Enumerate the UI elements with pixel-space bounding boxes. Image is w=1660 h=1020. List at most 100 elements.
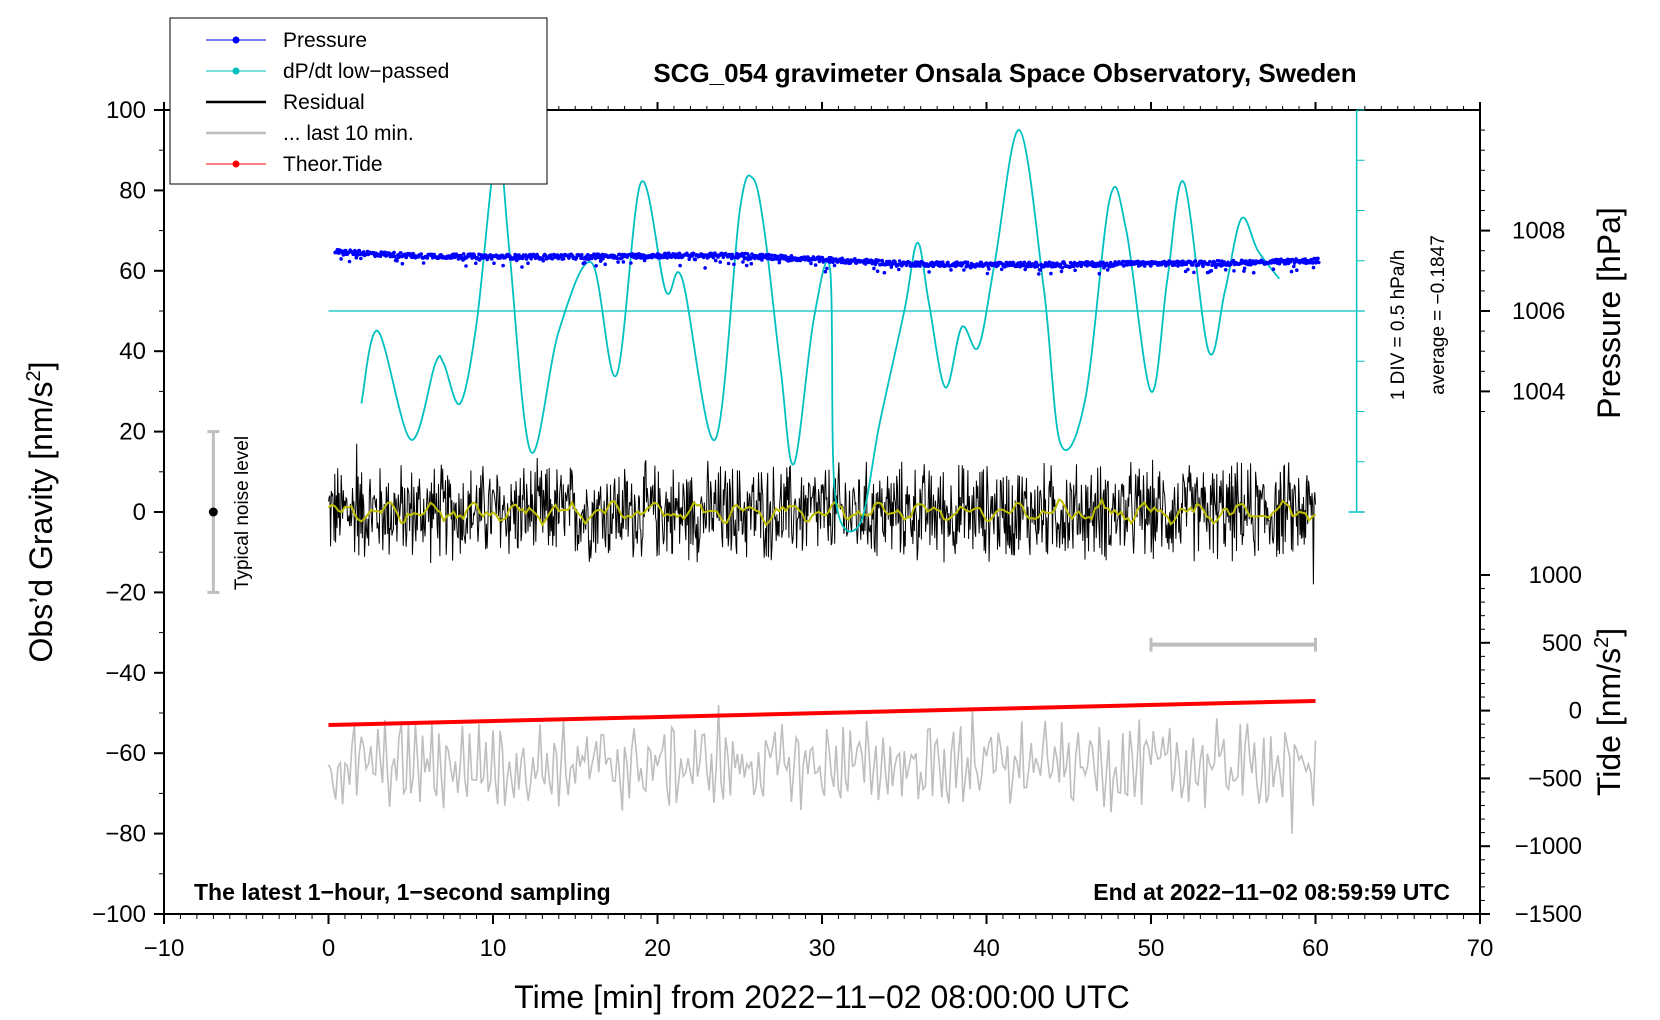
pressure-point bbox=[421, 261, 426, 265]
pressure-point bbox=[823, 269, 828, 274]
pressure-point bbox=[339, 257, 343, 261]
pressure-point bbox=[676, 255, 681, 260]
pressure-point bbox=[789, 254, 794, 258]
pressure-point bbox=[918, 264, 922, 268]
pressure-point bbox=[1210, 263, 1214, 268]
pressure-point bbox=[1073, 268, 1077, 273]
pressure-point bbox=[1192, 270, 1196, 275]
pressure-point bbox=[1295, 268, 1299, 273]
y-tick-label: 20 bbox=[119, 419, 146, 446]
pressure-point bbox=[749, 261, 754, 266]
tide-axis-label: Tide [nm/s2] bbox=[1591, 628, 1627, 796]
pressure-point bbox=[1036, 263, 1040, 268]
noise-level-label: Typical noise level bbox=[232, 436, 253, 590]
legend-marker bbox=[232, 67, 240, 75]
pressure-point bbox=[721, 255, 726, 260]
pressure-point bbox=[809, 261, 813, 266]
pressure-point bbox=[1059, 269, 1064, 274]
x-tick-label: −10 bbox=[144, 935, 185, 962]
pressure-point bbox=[707, 254, 711, 259]
pressure-point bbox=[425, 256, 430, 260]
chart-title: SCG_054 gravimeter Onsala Space Observat… bbox=[653, 58, 1356, 88]
pressure-point bbox=[354, 255, 359, 260]
legend-label: dP/dt low−passed bbox=[283, 60, 449, 83]
y-tick-label: −80 bbox=[105, 821, 146, 848]
pressure-point bbox=[687, 257, 691, 262]
pressure-point bbox=[543, 253, 548, 258]
pressure-point bbox=[1251, 270, 1256, 275]
pressure-point bbox=[825, 266, 829, 271]
tide-line bbox=[328, 698, 1316, 728]
pressure-point bbox=[875, 269, 880, 274]
pressure-point bbox=[730, 252, 735, 257]
y-tick-label: 100 bbox=[106, 97, 146, 124]
pressure-point bbox=[621, 260, 626, 264]
pressure-point bbox=[559, 253, 564, 257]
x-tick-label: 70 bbox=[1467, 935, 1494, 962]
residual-smoothed-line bbox=[327, 497, 1317, 527]
pressure-point bbox=[882, 270, 887, 275]
legend: Pressure dP/dt low−passed Residual ... last… bbox=[169, 17, 548, 185]
pressure-point bbox=[1223, 268, 1228, 272]
pressure-point bbox=[985, 271, 990, 276]
tide-axis-label-main: Tide [nm/s bbox=[1591, 648, 1627, 796]
pressure-point bbox=[548, 253, 553, 257]
pressure-point bbox=[769, 253, 774, 258]
y-axis-label-close: ] bbox=[23, 362, 59, 371]
x-tick-label: 20 bbox=[644, 935, 671, 962]
y-tick-label: 80 bbox=[119, 177, 146, 204]
pressure-point bbox=[1212, 260, 1217, 265]
pressure-point bbox=[1023, 267, 1027, 272]
pressure-point bbox=[1292, 264, 1296, 269]
pressure-point bbox=[1105, 268, 1110, 272]
x-tick-label: 50 bbox=[1138, 935, 1165, 962]
legend-marker bbox=[232, 36, 240, 44]
average-label: average = −0.1847 bbox=[1428, 235, 1449, 395]
y-axis-label-main: Obs’d Gravity [nm/s bbox=[23, 382, 59, 663]
pressure-point bbox=[464, 264, 468, 268]
pressure-point bbox=[629, 261, 633, 265]
pressure-point bbox=[984, 261, 989, 265]
pressure-point bbox=[872, 266, 876, 271]
pressure-point bbox=[615, 256, 620, 261]
pressure-point bbox=[693, 257, 698, 262]
tide-axis-label-sup: 2 bbox=[1591, 637, 1613, 648]
pressure-axis: 1004 1006 1008 bbox=[1480, 129, 1565, 412]
pressure-point bbox=[1173, 263, 1177, 267]
x-tick-label: 30 bbox=[809, 935, 836, 962]
pressure-point bbox=[897, 267, 901, 272]
pressure-tick-label: 1006 bbox=[1512, 298, 1565, 325]
pressure-point bbox=[740, 251, 744, 256]
legend-label: Residual bbox=[283, 91, 365, 114]
pressure-point bbox=[1206, 262, 1211, 267]
pressure-point bbox=[1242, 269, 1246, 273]
pressure-point bbox=[1049, 271, 1053, 276]
x-tick-label: 40 bbox=[973, 935, 1000, 962]
pressure-point bbox=[1097, 271, 1102, 276]
pressure-point bbox=[946, 260, 950, 265]
pressure-point bbox=[1060, 265, 1065, 270]
pressure-point bbox=[766, 252, 771, 257]
legend-label: ... last 10 min. bbox=[283, 122, 414, 145]
pressure-point bbox=[1242, 266, 1247, 271]
pressure-point bbox=[1037, 272, 1041, 276]
pressure-point bbox=[962, 268, 966, 272]
pressure-point bbox=[732, 262, 736, 267]
pressure-point bbox=[357, 248, 362, 253]
tide-tick-label: 0 bbox=[1569, 698, 1582, 725]
pressure-point bbox=[395, 258, 399, 263]
pressure-point bbox=[526, 261, 530, 266]
y-tick-label: −100 bbox=[92, 901, 146, 928]
pressure-point bbox=[775, 254, 780, 259]
pressure-point bbox=[999, 267, 1004, 272]
pressure-tick-label: 1004 bbox=[1512, 378, 1565, 405]
pressure-point bbox=[1018, 260, 1023, 265]
pressure-point bbox=[603, 262, 607, 267]
noise-center-dot bbox=[208, 507, 218, 517]
pressure-point bbox=[1217, 259, 1221, 263]
pressure-point bbox=[598, 259, 603, 263]
pressure-point bbox=[718, 260, 722, 264]
pressure-point bbox=[1232, 269, 1236, 273]
pressure-point bbox=[347, 259, 352, 264]
x-tick-label: 0 bbox=[322, 935, 335, 962]
